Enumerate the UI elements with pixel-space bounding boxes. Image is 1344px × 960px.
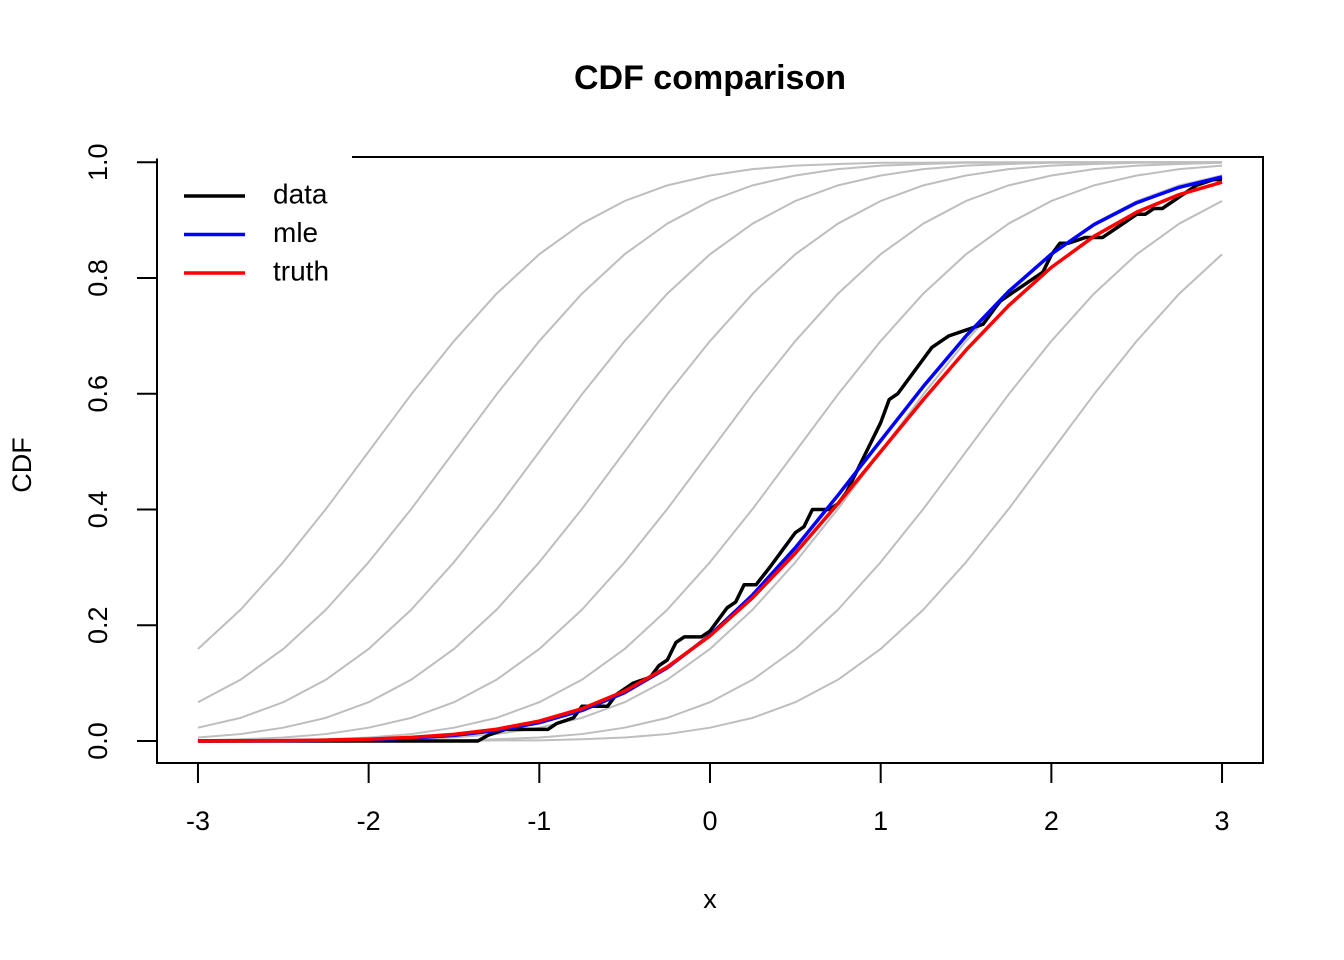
y-axis-label: CDF — [7, 437, 37, 493]
y-tick-label: 0.6 — [83, 375, 113, 413]
x-axis-label: x — [703, 884, 717, 914]
y-tick-label: 0.8 — [83, 259, 113, 297]
x-tick-label: 1 — [873, 806, 888, 836]
chart-title: CDF comparison — [574, 59, 846, 97]
x-tick-label: -1 — [527, 806, 551, 836]
x-tick-label: 3 — [1215, 806, 1230, 836]
reference-curve — [197, 161, 1223, 742]
y-tick-label: 0.0 — [83, 722, 113, 760]
x-tick-label: -2 — [357, 806, 381, 836]
legend-cover — [155, 155, 352, 159]
x-tick-label: 0 — [702, 806, 717, 836]
reference-curve — [197, 161, 1223, 739]
legend-label: mle — [273, 217, 318, 248]
reference-curve — [197, 161, 1223, 729]
x-tick-label: 2 — [1044, 806, 1059, 836]
legend-label: data — [273, 178, 328, 209]
legend-label: truth — [273, 255, 329, 286]
y-tick-label: 0.2 — [83, 606, 113, 644]
y-tick-label: 1.0 — [83, 143, 113, 181]
plot-area: data mle truth -3 -2 -1 0 1 2 3 0.0 0.2 0.4 0.6 0.8 1.0 — [83, 143, 1264, 836]
x-tick-label: -3 — [186, 806, 210, 836]
y-tick-label: 0.4 — [83, 491, 113, 529]
series-line — [197, 180, 1223, 743]
